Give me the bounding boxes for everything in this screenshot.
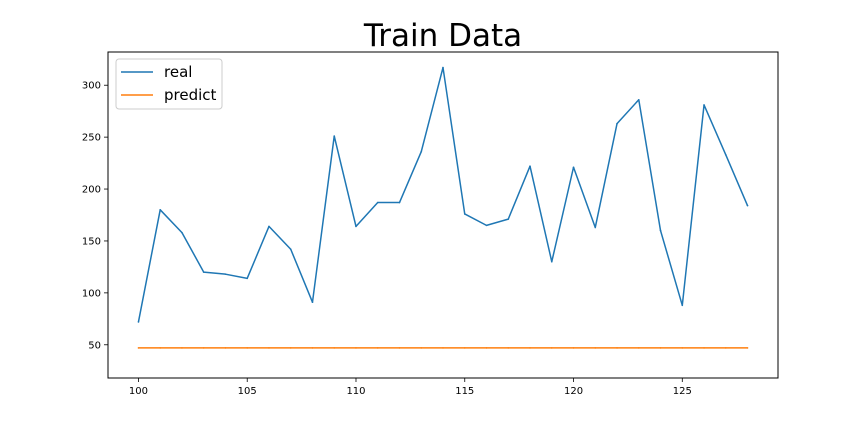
data-point-predict [398, 347, 401, 349]
data-point-real [311, 301, 314, 304]
data-point-real [333, 135, 336, 137]
data-point-predict [659, 347, 662, 349]
data-point-real [442, 66, 444, 69]
data-point-real [724, 153, 727, 156]
data-point-real [572, 166, 575, 169]
data-point-predict [637, 347, 640, 349]
data-point-predict [268, 347, 270, 349]
data-point-predict [703, 347, 705, 349]
data-point-real [550, 260, 553, 263]
data-point-predict [594, 347, 597, 349]
data-point-predict [529, 347, 531, 349]
data-point-real [703, 104, 705, 106]
data-point-real [659, 229, 662, 232]
x-tick-label: 110 [346, 386, 365, 397]
y-tick-label: 100 [82, 288, 101, 299]
data-point-predict [159, 347, 162, 349]
x-tick-label: 115 [455, 386, 474, 397]
x-tick-label: 120 [564, 386, 583, 397]
y-tick-label: 300 [82, 81, 101, 92]
data-point-real [202, 271, 205, 273]
x-tick-label: 100 [129, 386, 148, 397]
data-point-predict [746, 347, 749, 349]
data-point-predict [137, 347, 140, 349]
series-layer [137, 66, 749, 349]
legend-label-predict: predict [164, 86, 217, 104]
chart-title: Train Data [363, 18, 522, 54]
data-point-predict [485, 347, 488, 349]
data-point-predict [442, 347, 444, 349]
data-point-predict [420, 347, 423, 349]
data-point-real [485, 224, 488, 227]
data-point-real [376, 201, 379, 204]
data-point-predict [246, 347, 249, 349]
data-point-predict [681, 347, 684, 349]
data-point-real [420, 150, 423, 153]
data-point-real [746, 204, 749, 207]
y-tick-label: 50 [88, 340, 101, 351]
data-point-real [224, 273, 227, 275]
data-point-real [463, 213, 466, 215]
plot-frame [107, 51, 779, 379]
legend: real predict [115, 58, 223, 110]
data-point-predict [333, 347, 336, 349]
data-point-predict [572, 347, 575, 349]
data-point-real [355, 225, 357, 228]
data-point-real [137, 321, 140, 323]
data-point-real [159, 209, 162, 211]
data-point-predict [181, 347, 183, 349]
y-tick-label: 250 [82, 133, 101, 144]
data-point-real [529, 165, 531, 167]
data-point-real [289, 248, 292, 251]
data-point-predict [311, 347, 314, 349]
data-point-real [181, 231, 183, 234]
data-point-real [616, 122, 618, 125]
data-point-real [246, 277, 249, 280]
y-tick-label: 200 [82, 185, 101, 196]
data-point-real [398, 201, 401, 204]
data-point-predict [463, 347, 466, 349]
data-point-predict [224, 347, 227, 349]
data-point-real [268, 225, 270, 228]
data-point-predict [376, 347, 379, 349]
data-point-predict [355, 347, 357, 349]
x-tick-label: 105 [238, 386, 257, 397]
x-tick-label: 125 [673, 386, 692, 397]
data-point-real [681, 304, 684, 307]
y-tick-label: 150 [82, 236, 101, 247]
data-point-real [637, 98, 640, 101]
data-point-predict [724, 347, 727, 349]
x-axis: 100 105 110 115 120 125 [129, 378, 692, 397]
data-point-real [594, 226, 597, 229]
data-point-predict [550, 347, 553, 349]
data-point-predict [289, 347, 292, 349]
data-point-predict [507, 347, 510, 349]
data-point-predict [616, 347, 618, 349]
y-axis: 50 100 150 200 250 300 [82, 81, 108, 351]
data-point-predict [202, 347, 205, 349]
data-point-real [507, 218, 510, 220]
legend-label-real: real [164, 63, 192, 81]
